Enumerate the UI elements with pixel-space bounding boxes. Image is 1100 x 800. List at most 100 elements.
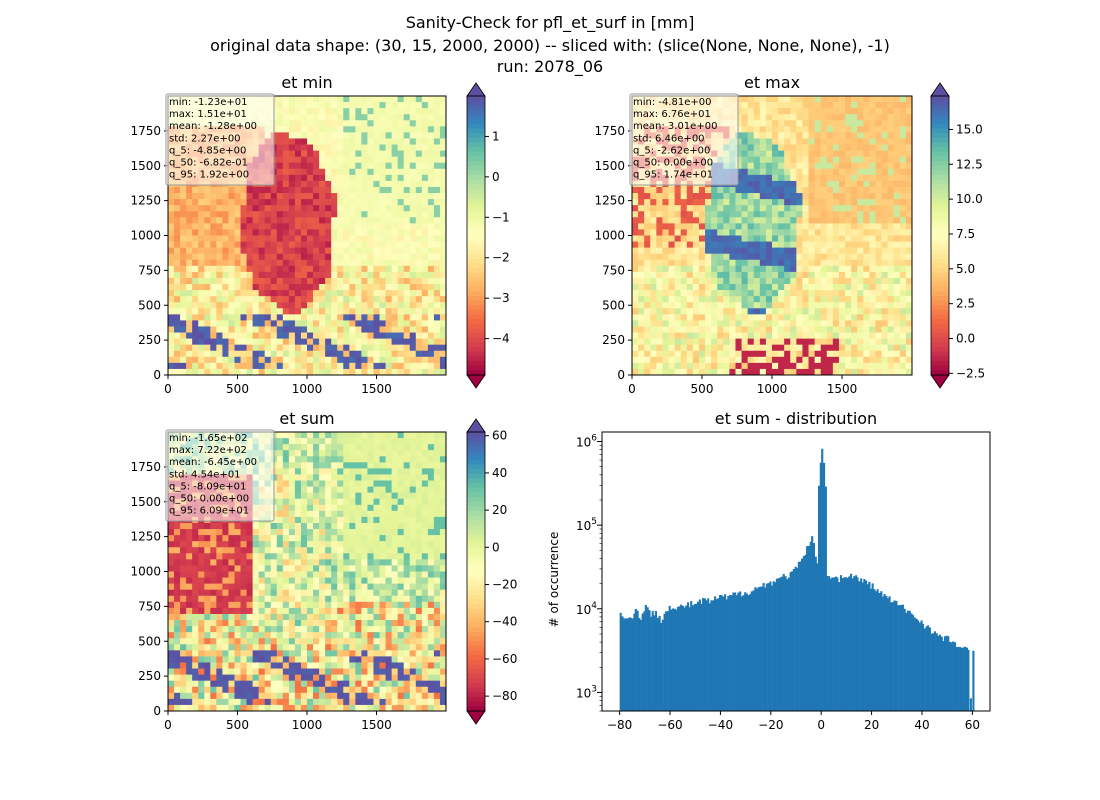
heatmap-cell (307, 474, 314, 481)
heatmap-cell (753, 205, 761, 212)
heatmap-cell (409, 211, 417, 218)
heatmap-cell (415, 180, 423, 188)
heatmap-cell (282, 102, 290, 109)
heatmap-cell (790, 102, 797, 109)
heatmap-cell (264, 211, 272, 218)
heatmap-cell (845, 199, 852, 206)
heatmap-cell (905, 186, 913, 194)
heatmap-cell (240, 229, 247, 236)
heatmap-cell (644, 290, 651, 297)
heatmap-cell (778, 265, 785, 273)
heatmap-cell (826, 96, 834, 103)
heatmap-cell (692, 193, 700, 200)
heatmap-cell (355, 162, 362, 170)
heatmap-cell (729, 368, 736, 376)
heatmap-cell (210, 217, 217, 224)
heatmap-cell (228, 186, 235, 194)
heatmap-cell (379, 444, 386, 451)
heatmap-cell (319, 332, 326, 340)
heatmap-cell (415, 144, 423, 151)
heatmap-cell (887, 180, 895, 188)
heatmap-cell (373, 150, 380, 158)
heatmap-cell (240, 308, 247, 315)
heatmap-cell (869, 344, 876, 352)
heatmap-cell (662, 350, 669, 358)
heatmap-cell (765, 199, 773, 206)
heatmap-cell (680, 350, 688, 358)
heatmap-cell (325, 205, 332, 212)
heatmap-cell (869, 120, 876, 127)
heatmap-cell (258, 223, 266, 230)
heatmap-cell (288, 193, 296, 200)
heatmap-cell (246, 284, 254, 291)
heatmap-cell (403, 199, 411, 206)
heatmap-cell (409, 332, 417, 340)
stats-line: q_50: -6.82e-01 (169, 158, 248, 169)
heatmap-cell (343, 120, 350, 127)
heatmap-cell (391, 271, 399, 279)
heatmap-cell (869, 186, 876, 194)
heatmap-cell (814, 284, 822, 291)
colorbar-segment (467, 96, 485, 102)
heatmap-cell (210, 199, 217, 206)
heatmap-cell (753, 223, 761, 230)
heatmap-cell (210, 193, 217, 200)
heatmap-cell (735, 193, 742, 200)
heatmap-cell (772, 126, 779, 133)
heatmap-cell (252, 217, 260, 224)
heatmap-cell (790, 235, 797, 242)
heatmap-cell (747, 223, 755, 230)
heatmap-cell (222, 241, 229, 249)
heatmap-cell (759, 229, 767, 236)
heatmap-cell (735, 247, 742, 255)
heatmap-cell (887, 241, 895, 249)
heatmap-cell (899, 126, 907, 133)
heatmap-cell (367, 338, 374, 346)
heatmap-cell (391, 320, 399, 327)
heatmap-cell (753, 132, 761, 139)
heatmap-cell (759, 247, 767, 255)
heatmap-cell (705, 356, 712, 364)
heatmap-cell (875, 247, 882, 255)
heatmap-cell (300, 144, 308, 151)
heatmap-cell (282, 205, 290, 212)
heatmap-cell (337, 344, 344, 352)
heatmap-cell (723, 193, 730, 200)
heatmap-cell (887, 229, 895, 236)
colorbar-segment (467, 221, 485, 227)
heatmap-cell (373, 344, 380, 352)
heatmap-cell (875, 144, 882, 151)
heatmap-cell (802, 235, 809, 242)
heatmap-cell (753, 96, 761, 103)
heatmap-cell (905, 362, 913, 370)
heatmap-cell (288, 356, 296, 364)
heatmap-cell (379, 193, 386, 200)
heatmap-cell (433, 480, 441, 487)
heatmap-cell (192, 344, 199, 352)
heatmap-cell (403, 302, 411, 309)
heatmap-cell (857, 326, 864, 333)
heatmap-cell (294, 217, 302, 224)
heatmap-cell (820, 277, 828, 285)
heatmap-cell (826, 338, 834, 346)
heatmap-cell (439, 247, 447, 255)
heatmap-cell (820, 126, 828, 133)
heatmap-cell (246, 290, 254, 297)
heatmap-cell (415, 102, 423, 109)
heatmap-cell (409, 144, 417, 151)
heatmap-cell (686, 253, 694, 261)
heatmap-cell (905, 344, 913, 352)
heatmap-cell (644, 296, 651, 303)
heatmap-cell (373, 474, 380, 481)
heatmap-cell (252, 290, 260, 297)
heatmap-cell (216, 217, 223, 224)
heatmap-cell (210, 205, 217, 212)
heatmap-cell (808, 290, 816, 297)
heatmap-cell (270, 332, 278, 340)
heatmap-cell (439, 302, 447, 309)
heatmap-cell (747, 114, 755, 121)
heatmap-cell (893, 180, 901, 188)
heatmap-cell (899, 247, 907, 255)
heatmap-cell (753, 271, 761, 279)
